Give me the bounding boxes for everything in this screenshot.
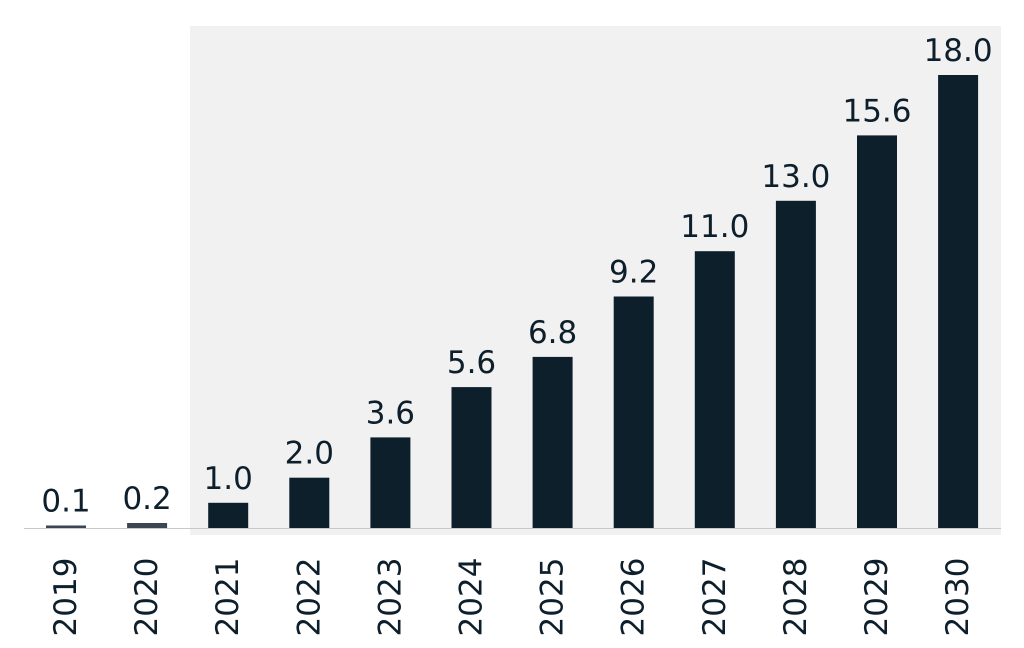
bar-2025	[532, 356, 573, 528]
x-tick-labels-group: 2019 2020 2021 2022 2023 2024 2025 2026 2027 2028…	[48, 558, 976, 637]
x-tick-label-2029: 2029	[859, 558, 895, 637]
value-label-2020: 0.2	[122, 481, 171, 517]
value-labels-group: 0.1 0.2 1.0 2.0 3.6 5.6 6.8 9.2 11.0 13.0 15.6 18.0	[41, 33, 992, 520]
bar-2023	[370, 437, 411, 528]
x-tick-label-2026: 2026	[616, 558, 652, 637]
value-label-2025: 6.8	[528, 315, 577, 351]
value-label-2022: 2.0	[285, 436, 334, 472]
value-label-2019: 0.1	[41, 484, 90, 520]
x-tick-label-2030: 2030	[940, 558, 976, 637]
bar-2030	[938, 75, 979, 528]
x-tick-label-2019: 2019	[48, 558, 84, 637]
bar-2027	[694, 251, 735, 528]
x-tick-label-2021: 2021	[210, 558, 246, 637]
bar-2028	[775, 200, 816, 529]
value-label-2024: 5.6	[447, 345, 496, 381]
bar-2021	[208, 502, 249, 528]
value-label-2028: 13.0	[761, 159, 830, 195]
bar-2029	[857, 135, 897, 528]
x-tick-label-2022: 2022	[291, 558, 327, 637]
bar-2022	[289, 477, 330, 528]
bar-2019	[46, 525, 86, 528]
bar-2026	[613, 296, 654, 528]
value-label-2029: 15.6	[842, 93, 911, 129]
bar-2024	[451, 387, 492, 528]
bars-group	[46, 75, 979, 529]
value-label-2021: 1.0	[204, 461, 253, 497]
value-label-2027: 11.0	[680, 209, 749, 245]
x-tick-label-2027: 2027	[697, 558, 733, 637]
value-label-2026: 9.2	[609, 255, 658, 291]
value-label-2023: 3.6	[366, 395, 415, 431]
bar-2020	[127, 523, 168, 528]
value-label-2030: 18.0	[924, 33, 993, 69]
x-tick-label-2020: 2020	[129, 558, 165, 637]
x-tick-label-2023: 2023	[372, 558, 408, 637]
x-tick-label-2025: 2025	[535, 558, 571, 637]
x-tick-label-2028: 2028	[778, 558, 814, 637]
x-tick-label-2024: 2024	[454, 558, 490, 637]
